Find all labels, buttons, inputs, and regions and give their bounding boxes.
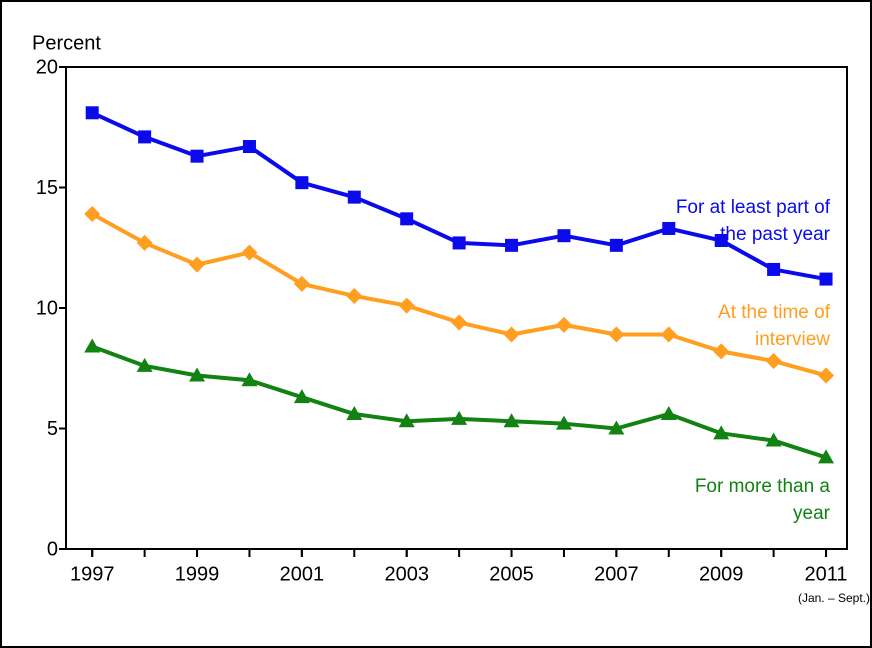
marker [398,413,415,428]
x-tick-label: 2003 [384,563,429,585]
marker [398,297,415,314]
marker [609,238,623,252]
marker [136,234,153,251]
series-label: For at least part of the past year [675,197,830,245]
marker [189,367,206,382]
y-tick-label: 5 [47,418,58,440]
marker [452,236,466,250]
marker [819,272,833,286]
marker [660,326,677,343]
marker [555,415,572,430]
marker [189,256,206,273]
marker [555,316,572,333]
marker [136,357,153,372]
x-tick-label: 2007 [594,563,639,585]
x-tick-label: 1999 [175,563,220,585]
marker [714,234,728,248]
marker [818,449,835,464]
y-tick-label: 0 [47,538,58,560]
x-tick-label: 1997 [70,563,115,585]
marker [713,425,730,440]
series-label: For more than a year [694,476,830,524]
annotation: (Jan. – Sept.) [798,591,870,605]
x-tick-label: 2005 [489,563,534,585]
marker [503,413,520,428]
marker [557,229,571,243]
marker [241,372,258,387]
marker [451,314,468,331]
marker [293,275,310,292]
series-line [91,344,827,460]
marker [85,106,99,120]
marker [84,206,101,223]
marker [451,410,468,425]
marker [767,262,781,276]
marker [241,244,258,261]
marker [765,353,782,370]
marker [765,432,782,447]
marker [608,326,625,343]
marker [346,406,363,421]
marker [190,149,204,163]
x-tick-label: 2009 [699,563,744,585]
marker [293,389,310,404]
marker [84,338,101,353]
y-axis-label: Percent [32,32,101,54]
marker [505,238,519,252]
marker [400,212,414,226]
marker [242,140,256,154]
y-tick-label: 20 [36,56,58,78]
y-tick-label: 15 [36,177,58,199]
marker [347,190,361,204]
series-label: At the time of interview [718,302,830,350]
marker [608,420,625,435]
marker [818,367,835,384]
x-tick-label: 2001 [280,563,325,585]
marker [138,130,152,144]
y-tick-label: 10 [36,297,58,319]
marker [295,176,309,190]
marker [503,326,520,343]
x-tick-label: 2011 [805,563,848,585]
marker [346,287,363,304]
marker [662,221,676,235]
marker [660,406,677,421]
marker [713,343,730,360]
